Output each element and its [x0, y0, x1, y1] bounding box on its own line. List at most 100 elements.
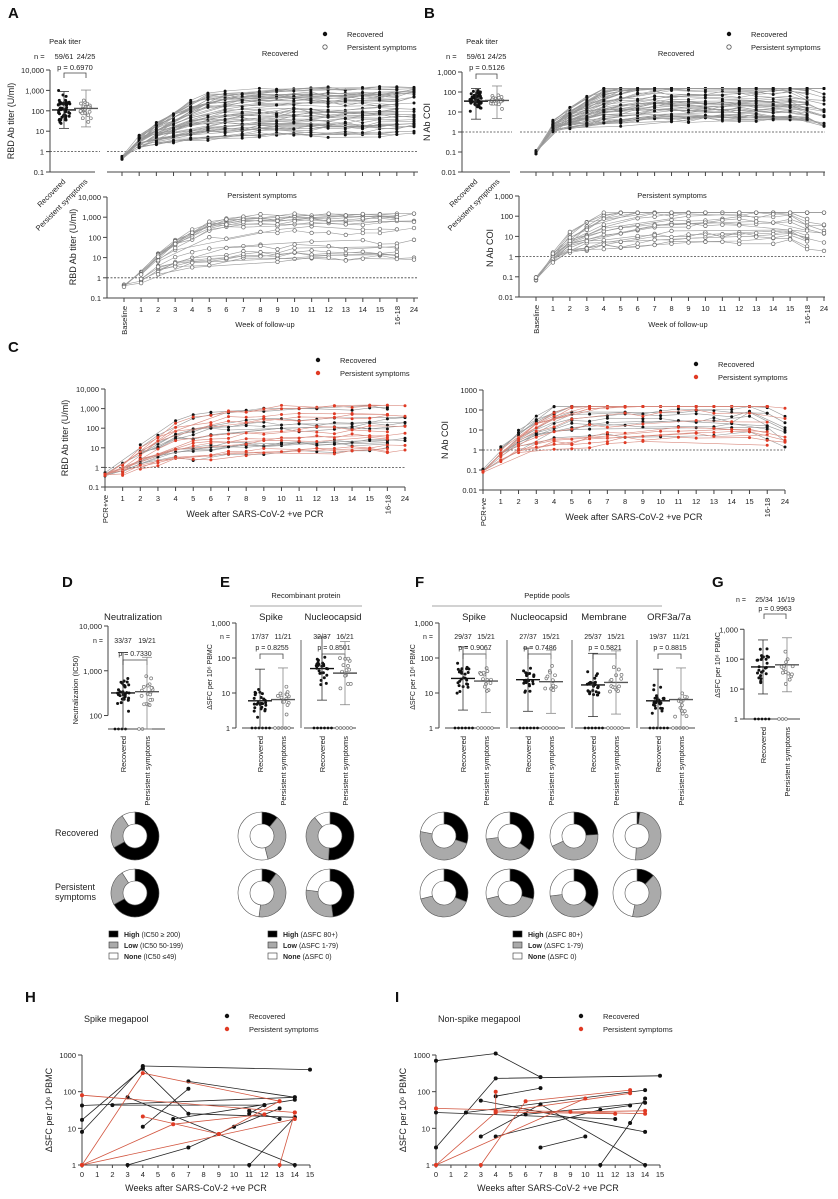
- a-recovered-point: [412, 87, 416, 91]
- c-left-point: [297, 439, 301, 443]
- a-persistent-point: [326, 230, 331, 235]
- f-nucleocapsid-recovered-point: [532, 673, 536, 677]
- c-right-point: [605, 421, 609, 424]
- c-left-x-tick-label: 1: [121, 494, 125, 503]
- h-point: [80, 1117, 84, 1122]
- b-peak-persistent-point: [500, 107, 504, 111]
- b-peak-recovered-point: [476, 89, 480, 92]
- f-spike-persistent-floor-point: [476, 726, 480, 730]
- f-nucleocapsid-persistent-point: [543, 686, 548, 691]
- g-persistent-point: [785, 657, 790, 662]
- d-x-label: Persistent symptoms: [143, 736, 152, 806]
- b-recovered-point: [771, 118, 775, 122]
- c-right-point: [570, 437, 574, 441]
- c-right-point: [712, 431, 716, 434]
- f-orf3a7a-persistent-point: [680, 711, 685, 716]
- c-right-point: [694, 408, 698, 412]
- a-persistent-x-tick-label: 14: [359, 305, 367, 314]
- b-recovered-point: [551, 123, 555, 127]
- h-subject-line: [142, 1088, 189, 1128]
- a-recovered-point: [240, 119, 244, 123]
- a-persistent-x-tick-label: 10: [290, 305, 298, 314]
- a-persistent-point: [155, 264, 161, 269]
- legend-peptide-label-rest: (ΔSFC 0): [546, 954, 577, 961]
- donut-peptide-spike-persistent-slice-low: [420, 895, 467, 918]
- c-left-point: [368, 429, 372, 433]
- a-persistent-point: [343, 213, 348, 218]
- a-recovered-point: [378, 120, 382, 124]
- e-spike-significance-bracket: [259, 653, 284, 659]
- b-persistent-title: Persistent symptoms: [637, 191, 707, 200]
- a-persistent-x-tick-label: 5: [207, 305, 211, 314]
- f-nucleocapsid-n-recovered: 27/37: [519, 634, 537, 641]
- f-y-axis-label: ΔSFC per 10⁶ PBMC: [410, 644, 417, 710]
- b-recovered-point: [822, 124, 826, 128]
- a-recovered-point: [343, 122, 347, 125]
- a-recovered-point: [240, 107, 244, 111]
- a-persistent-point: [224, 255, 229, 261]
- c-right-point: [534, 422, 538, 426]
- c-right-point: [517, 447, 520, 451]
- i-point: [523, 1099, 528, 1104]
- a-recovered-point: [240, 134, 244, 138]
- f-nucleocapsid-persistent-floor-point: [551, 726, 556, 730]
- c-left-x-tick-label: 11: [295, 494, 303, 503]
- c-left-point: [403, 443, 407, 447]
- a-recovered-point: [275, 122, 279, 125]
- b-recovered-point: [585, 104, 589, 108]
- c-left-point: [227, 415, 230, 419]
- b-recovered-point: [585, 118, 589, 122]
- e-nucleocapsid-x-label: Recovered: [318, 736, 327, 772]
- a-persistent-point: [360, 230, 365, 236]
- a-recovered-point: [326, 113, 330, 117]
- a-recovered-point: [378, 135, 382, 139]
- c-left-point: [332, 436, 336, 440]
- panel-label-F: F: [415, 574, 424, 591]
- a-persistent-point: [241, 225, 246, 230]
- e-nucleocapsid-recovered-floor-point: [319, 726, 323, 730]
- c-left-point: [227, 428, 230, 432]
- b-persistent-point: [652, 237, 657, 242]
- a-persistent-point: [138, 280, 144, 286]
- a-persistent-y-tick-label: 0.1: [91, 294, 101, 303]
- f-nucleocapsid-recovered-floor-point: [518, 726, 522, 730]
- legend-neutralization-swatch: [108, 930, 119, 938]
- h-y-tick-label: 1: [72, 1161, 76, 1170]
- a-recovered-point: [378, 106, 382, 110]
- b-persistent-point: [771, 241, 776, 246]
- i-subject-line: [435, 1108, 646, 1115]
- b-persistent-point: [618, 225, 623, 231]
- a-persistent-point: [190, 230, 195, 235]
- a-persistent-point: [241, 243, 246, 249]
- a-persistent-x-tick-label: 15: [376, 305, 384, 314]
- i-subject-line: [495, 1087, 541, 1097]
- g-recovered-point: [764, 672, 768, 676]
- c-right-point: [605, 434, 609, 438]
- e-spike-persistent-floor-point: [287, 726, 291, 730]
- h-point: [80, 1129, 84, 1134]
- f-spike-recovered-point: [467, 667, 471, 671]
- f-membrane-persistent-point: [619, 676, 624, 681]
- legend-peptide-swatch: [512, 930, 523, 938]
- b-persistent-point: [601, 222, 606, 227]
- c-right-point: [694, 436, 698, 440]
- c-right-point: [676, 407, 680, 411]
- e-spike-persistent-point: [285, 692, 290, 697]
- f-membrane-persistent-point: [617, 684, 621, 689]
- b-recovered-point: [754, 106, 758, 110]
- i-x-axis-label: Weeks after SARS-CoV-2 +ve PCR: [477, 1183, 619, 1193]
- c-right-point: [517, 431, 520, 435]
- b-recovered-point: [653, 97, 657, 101]
- a-persistent-subject-line: [140, 239, 415, 280]
- a-recovered-point: [240, 98, 244, 102]
- legend-peptide-swatch: [512, 952, 523, 960]
- e-nucleocapsid-recovered-point: [321, 661, 325, 665]
- a-recovered-point: [257, 133, 261, 137]
- i-point: [493, 1109, 498, 1114]
- c-right-x-tick-label: 16-18: [763, 498, 772, 517]
- c-right-point: [676, 405, 680, 408]
- c-right-subject-line: [482, 431, 786, 473]
- a-recovered-point: [206, 94, 210, 97]
- b-recovered-point: [754, 99, 758, 103]
